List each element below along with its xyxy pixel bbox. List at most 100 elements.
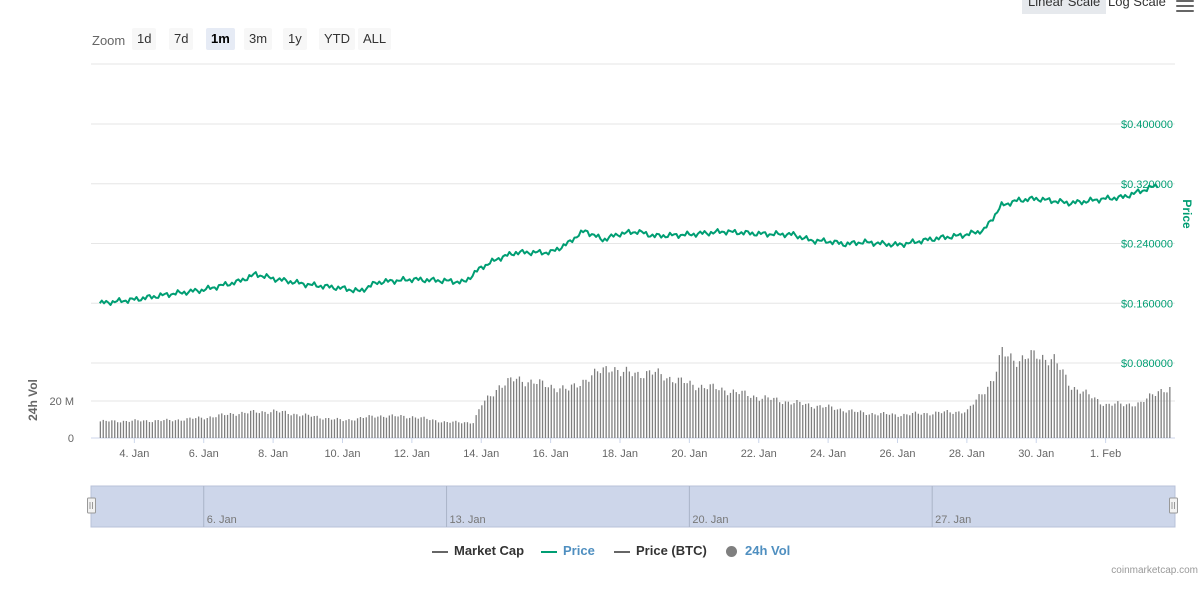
- legend-label: 24h Vol: [745, 543, 791, 558]
- volume-bar: [738, 394, 740, 438]
- volume-bar: [177, 419, 179, 438]
- volume-bar: [657, 368, 659, 438]
- volume-bar: [648, 370, 651, 438]
- volume-bar: [599, 373, 602, 438]
- volume-bar: [310, 416, 312, 438]
- volume-bar: [565, 388, 567, 438]
- volume-axis-title: 24h Vol: [26, 379, 40, 421]
- credit-link[interactable]: coinmarketcap.com: [1111, 565, 1198, 576]
- volume-bar: [423, 416, 425, 438]
- volume-bar: [1157, 391, 1159, 438]
- volume-bar: [582, 379, 584, 438]
- linear-scale-button[interactable]: Linear Scale: [1022, 0, 1107, 14]
- zoom-all-button[interactable]: ALL: [358, 28, 392, 50]
- volume-bar: [183, 420, 185, 438]
- volume-bar: [981, 394, 983, 438]
- volume-bar: [692, 384, 694, 438]
- zoom-ytd-button[interactable]: YTD: [319, 28, 355, 50]
- volume-bar: [455, 420, 457, 438]
- legend-item-24h-vol[interactable]: 24h Vol: [726, 543, 790, 558]
- volume-bar: [978, 394, 980, 438]
- volume-bar: [287, 414, 289, 438]
- volume-bar: [914, 411, 917, 438]
- hamburger-menu-icon[interactable]: [1176, 0, 1194, 12]
- volume-bar: [513, 381, 515, 438]
- volume-bar: [825, 407, 827, 438]
- volume-bar: [180, 420, 182, 438]
- volume-bar: [498, 385, 500, 438]
- volume-bar: [868, 414, 870, 438]
- volume-bar: [1166, 392, 1168, 438]
- volume-bar: [877, 415, 879, 438]
- volume-bar: [163, 420, 165, 438]
- zoom-1m-button[interactable]: 1m: [206, 28, 235, 50]
- log-scale-button[interactable]: Log Scale: [1108, 0, 1166, 9]
- navigator-left-handle[interactable]: [87, 497, 96, 514]
- volume-bar: [99, 421, 101, 438]
- legend-item-market-cap[interactable]: Market Cap: [432, 543, 524, 558]
- volume-bar: [356, 418, 359, 438]
- volume-bar: [1134, 406, 1136, 438]
- x-tick-label: 14. Jan: [463, 448, 499, 460]
- volume-bar: [524, 386, 526, 438]
- volume-bar: [1128, 403, 1130, 438]
- volume-bar: [753, 395, 755, 438]
- legend-item-price[interactable]: Price: [541, 543, 595, 558]
- volume-bar: [643, 378, 645, 438]
- volume-bar: [527, 382, 529, 438]
- volume-bar: [926, 413, 928, 438]
- volume-bar: [617, 370, 619, 438]
- volume-bar: [507, 378, 509, 438]
- volume-bar: [432, 419, 434, 438]
- zoom-1y-button[interactable]: 1y: [283, 28, 307, 50]
- legend-item-price-btc[interactable]: Price (BTC): [614, 543, 707, 558]
- volume-bar: [1082, 391, 1084, 438]
- volume-bar: [990, 381, 992, 438]
- volume-bar: [1146, 398, 1148, 438]
- volume-bar: [333, 419, 336, 438]
- volume-bar: [984, 394, 986, 438]
- volume-bar: [669, 376, 671, 438]
- price-tick-label: $0.160000: [1121, 298, 1173, 310]
- volume-bar: [383, 416, 385, 438]
- volume-bar: [741, 390, 743, 438]
- volume-tick-label: 20 M: [50, 396, 74, 408]
- volume-bar: [755, 397, 758, 438]
- volume-bar: [883, 412, 885, 438]
- zoom-1d-button[interactable]: 1d: [132, 28, 157, 50]
- volume-bar: [938, 411, 940, 438]
- volume-bar: [622, 371, 625, 438]
- volume-bar: [521, 381, 523, 438]
- volume-bar: [1010, 353, 1012, 438]
- volume-bar: [1044, 359, 1047, 438]
- price-line: [98, 183, 1159, 306]
- x-tick-label: 8. Jan: [258, 448, 288, 460]
- volume-bar: [559, 388, 561, 438]
- volume-bar: [848, 410, 850, 438]
- volume-bar: [568, 390, 570, 438]
- volume-bar: [388, 415, 390, 438]
- volume-bar: [518, 376, 521, 438]
- volume-bar: [672, 382, 674, 438]
- volume-bar: [874, 414, 876, 438]
- volume-bar: [614, 367, 616, 438]
- price-tick-label: $0.320000: [1121, 179, 1173, 191]
- volume-bar: [903, 413, 905, 438]
- volume-bar: [171, 421, 174, 438]
- volume-bar: [273, 409, 275, 438]
- volume-bar: [484, 400, 486, 438]
- volume-bar: [761, 398, 763, 438]
- zoom-7d-button[interactable]: 7d: [169, 28, 194, 50]
- volume-bar: [594, 368, 596, 438]
- navigator-selection[interactable]: [90, 485, 1176, 528]
- volume-bar: [674, 383, 677, 438]
- volume-bar: [1027, 358, 1029, 438]
- volume-bar: [1021, 355, 1024, 438]
- volume-bar: [200, 417, 203, 438]
- navigator-right-handle[interactable]: [1169, 497, 1178, 514]
- volume-bar: [1053, 354, 1055, 438]
- volume-bar: [1108, 403, 1110, 438]
- volume-bar: [987, 386, 989, 438]
- zoom-3m-button[interactable]: 3m: [244, 28, 273, 50]
- volume-bar: [1149, 393, 1151, 438]
